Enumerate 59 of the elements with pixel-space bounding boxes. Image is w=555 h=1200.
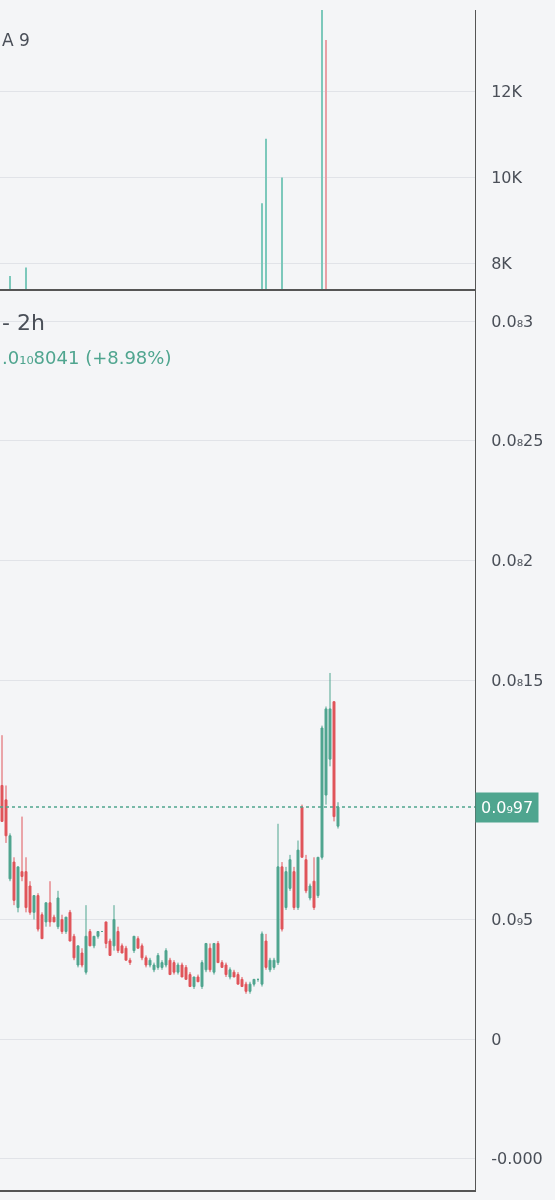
candlestick [44, 902, 48, 928]
candlestick [84, 904, 88, 976]
candlestick [244, 981, 248, 995]
candlestick [236, 971, 240, 985]
candlestick [176, 962, 180, 976]
text: - 2h [2, 310, 45, 335]
candlestick [164, 947, 168, 968]
candlestick [156, 952, 160, 971]
y-tick-label: 8K [491, 253, 513, 273]
candlestick [172, 959, 176, 976]
candlestick [268, 957, 272, 973]
candlestick [168, 957, 172, 976]
candlestick [248, 981, 252, 995]
y-tick-label: 0.0₉5 [491, 910, 534, 930]
candlestick [80, 947, 84, 968]
candlestick [276, 823, 280, 966]
candlestick [312, 856, 316, 911]
candlestick [280, 861, 284, 932]
candlestick [308, 883, 312, 901]
candlestick [32, 895, 36, 921]
text: .0₁₀8041 (+8.98%) [2, 347, 172, 368]
candlestick [132, 935, 136, 954]
candlestick [148, 957, 152, 968]
candlestick [64, 916, 68, 935]
candlestick [60, 914, 64, 935]
candlestick [88, 928, 92, 947]
candlestick [332, 701, 336, 822]
y-tick-label: 0.0₈2 [491, 551, 534, 571]
candlestick [48, 880, 52, 928]
candlestick [292, 866, 296, 911]
candlestick [212, 942, 216, 976]
candlestick [112, 904, 116, 952]
candlestick [264, 933, 268, 971]
candlestick [124, 945, 128, 961]
candlestick [92, 935, 96, 949]
y-tick-label: 0 [491, 1029, 502, 1049]
candlestick [12, 856, 16, 906]
candlestick [192, 976, 196, 990]
candlestick [56, 890, 60, 930]
y-tick-label: 0.0₈15 [491, 670, 544, 690]
candlestick [208, 942, 212, 973]
candlestick [224, 962, 228, 978]
y-tick-label: 10K [491, 168, 523, 187]
candlestick [228, 966, 232, 980]
y-tick-label: 0.0₈3 [491, 311, 534, 331]
annotation: A 9 [2, 30, 30, 50]
candlestick [76, 945, 80, 968]
candlestick [116, 926, 120, 954]
candlestick [180, 962, 184, 978]
y-tick-label: 12K [491, 82, 523, 102]
candlestick [8, 832, 12, 882]
ref-line-label: 0.0₉97 [481, 798, 534, 817]
candlestick [16, 866, 20, 913]
candlestick [196, 974, 200, 983]
candlestick [216, 940, 220, 964]
candlestick [260, 930, 264, 988]
candlestick [296, 840, 300, 911]
y-tick-label: -0.000 [491, 1149, 543, 1169]
y-tick-label: 0.0₈25 [491, 431, 544, 451]
